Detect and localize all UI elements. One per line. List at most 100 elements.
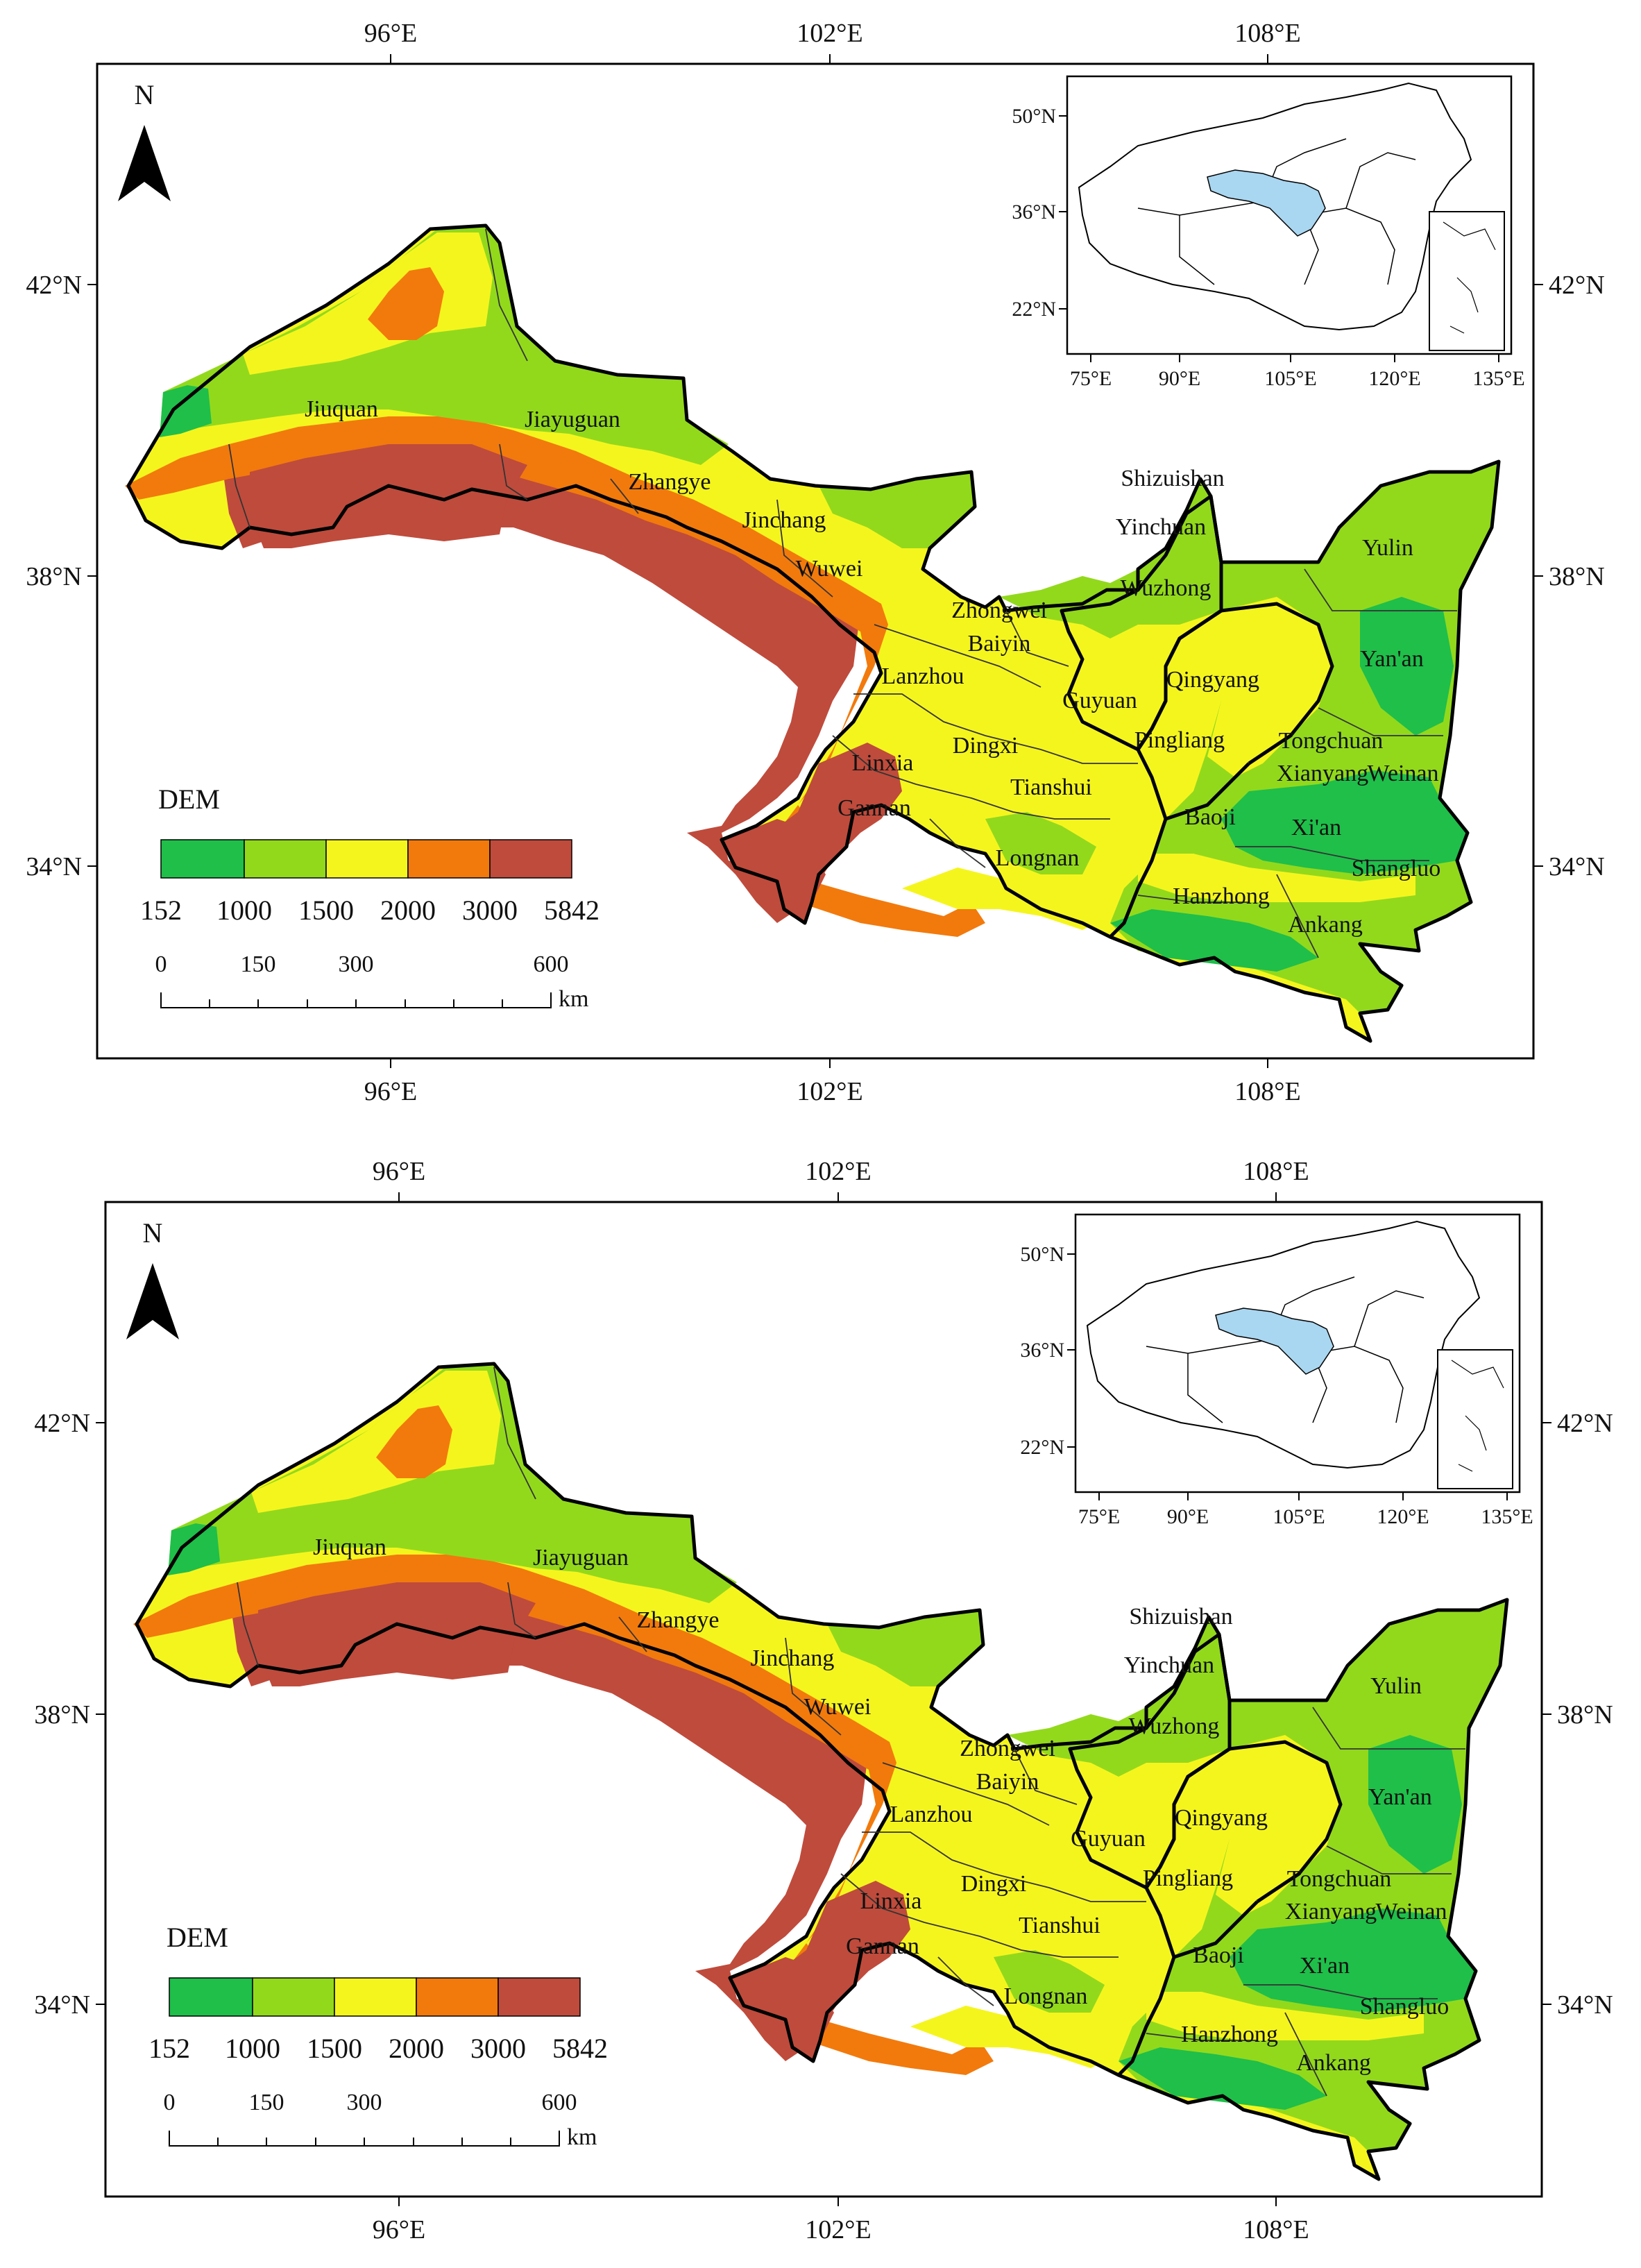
inset-y-tick-label: 22°N (1020, 1436, 1064, 1459)
city-label: Jinchang (751, 1645, 835, 1671)
x-tick-label-bottom: 102°E (805, 2215, 871, 2244)
inset-y-tick-label: 50°N (1020, 1243, 1064, 1266)
y-tick-label-left: 34°N (26, 852, 82, 881)
legend-break-label: 152 (148, 2033, 190, 2064)
city-label: Zhongwei (951, 598, 1047, 623)
scalebar-label: 300 (339, 951, 374, 977)
city-label: Jiuquan (305, 396, 378, 422)
city-label: Longnan (996, 845, 1080, 871)
x-tick-label-bottom: 108°E (1243, 2215, 1309, 2244)
city-label: Weinan (1376, 1899, 1447, 1924)
scalebar-label: 0 (164, 2090, 176, 2115)
city-label: Gannan (846, 1933, 919, 1959)
inset-y-tick-label: 36°N (1012, 201, 1056, 223)
legend-break-label: 5842 (552, 2033, 608, 2064)
inset-x-tick-label: 135°E (1481, 1505, 1533, 1528)
city-label: Linxia (852, 750, 914, 776)
city-label: Shizuishan (1129, 1604, 1232, 1630)
y-tick-label-left: 38°N (34, 1700, 90, 1729)
city-label: Tongchuan (1287, 1866, 1392, 1892)
city-label: Jiayuguan (525, 407, 620, 432)
legend-break-label: 3000 (462, 895, 518, 926)
x-tick-label-bottom: 96°E (364, 1077, 417, 1106)
city-label: Guyuan (1071, 1826, 1146, 1852)
city-label: Yan'an (1368, 1784, 1431, 1810)
city-label: Wuwei (804, 1694, 871, 1720)
inset-y-tick-label: 50°N (1012, 105, 1056, 128)
city-label: Weinan (1368, 761, 1439, 786)
scalebar-label: 600 (534, 951, 569, 977)
city-label: Longnan (1004, 1983, 1088, 2009)
city-label: Lanzhou (890, 1802, 973, 1827)
legend-title: DEM (158, 784, 220, 815)
city-label: Pingliang (1134, 727, 1225, 753)
legend-title: DEM (167, 1922, 228, 1953)
city-label: Ankang (1288, 912, 1363, 938)
x-tick-label-top: 108°E (1234, 19, 1300, 48)
city-label: Tongchuan (1279, 728, 1384, 754)
y-tick-label-right: 38°N (1549, 562, 1605, 591)
y-tick-label-left: 42°N (26, 271, 82, 300)
legend-break-label: 152 (140, 895, 182, 926)
inset-y-tick-label: 22°N (1012, 298, 1056, 321)
city-label: Zhangye (629, 469, 711, 495)
city-label: Gannan (837, 795, 911, 821)
inset-x-tick-label: 75°E (1078, 1505, 1120, 1528)
inset-x-tick-label: 90°E (1159, 367, 1200, 390)
city-label: Yulin (1362, 535, 1413, 561)
scalebar-label: 150 (249, 2090, 284, 2115)
city-label: Dingxi (953, 733, 1018, 759)
x-tick-label-top: 108°E (1243, 1157, 1309, 1186)
city-label: Yinchuan (1124, 1652, 1214, 1678)
scalebar-label: 600 (542, 2090, 577, 2115)
legend-break-label: 5842 (544, 895, 600, 926)
north-arrow-label: N (143, 1217, 163, 1249)
inset-y-tick-label: 36°N (1020, 1339, 1064, 1362)
x-tick-label-top: 96°E (373, 1157, 425, 1186)
city-label: Shangluo (1360, 1994, 1449, 2020)
city-label: Wuzhong (1121, 575, 1211, 601)
city-label: Jiayuguan (533, 1545, 629, 1571)
inset-x-tick-label: 135°E (1472, 367, 1524, 390)
north-arrow-label: N (135, 79, 155, 110)
city-label: Wuwei (796, 556, 863, 582)
city-label: Jiuquan (313, 1534, 386, 1560)
city-label: Qingyang (1166, 667, 1259, 693)
inset-x-tick-label: 90°E (1167, 1505, 1209, 1528)
x-tick-label-bottom: 96°E (373, 2215, 425, 2244)
city-label: Ankang (1296, 2050, 1371, 2076)
city-label: Linxia (860, 1888, 922, 1914)
inset-x-tick-label: 105°E (1273, 1505, 1325, 1528)
city-label: Tianshui (1019, 1913, 1100, 1938)
labels-bottom-panel: 96°E 96°E 102°E 102°E 108°E 108°E 42°N 42°N 38°N… (34, 1157, 1613, 2244)
y-tick-label-left: 34°N (34, 1990, 90, 2020)
city-label: Xianyang (1285, 1899, 1377, 1924)
city-label: Baiyin (968, 631, 1031, 657)
city-label: Baoji (1193, 1943, 1244, 1968)
legend-break-label: 1000 (225, 2033, 280, 2064)
city-label: Zhangye (637, 1607, 720, 1633)
inset-x-tick-label: 105°E (1264, 367, 1316, 390)
scalebar-label: 0 (155, 951, 167, 977)
y-tick-label-right: 42°N (1549, 271, 1605, 300)
city-label: Dingxi (961, 1871, 1026, 1897)
x-tick-label-top: 96°E (364, 19, 417, 48)
city-label: Hanzhong (1173, 883, 1270, 909)
legend-break-label: 2000 (380, 895, 436, 926)
city-label: Shangluo (1352, 856, 1440, 881)
city-label: Lanzhou (882, 663, 964, 689)
scalebar-unit: km (567, 2124, 597, 2150)
legend-break-label: 1500 (298, 895, 354, 926)
y-tick-label-left: 38°N (26, 562, 82, 591)
y-tick-label-right: 38°N (1557, 1700, 1613, 1729)
city-label: Xi'an (1300, 1953, 1350, 1979)
inset-x-tick-label: 120°E (1377, 1505, 1429, 1528)
y-tick-label-right: 34°N (1557, 1990, 1613, 2020)
city-label: Wuzhong (1129, 1713, 1220, 1739)
city-label: Shizuishan (1121, 466, 1224, 491)
legend-break-label: 1500 (307, 2033, 362, 2064)
city-label: Pingliang (1143, 1865, 1233, 1891)
y-tick-label-left: 42°N (34, 1409, 90, 1438)
legend-break-label: 2000 (389, 2033, 444, 2064)
